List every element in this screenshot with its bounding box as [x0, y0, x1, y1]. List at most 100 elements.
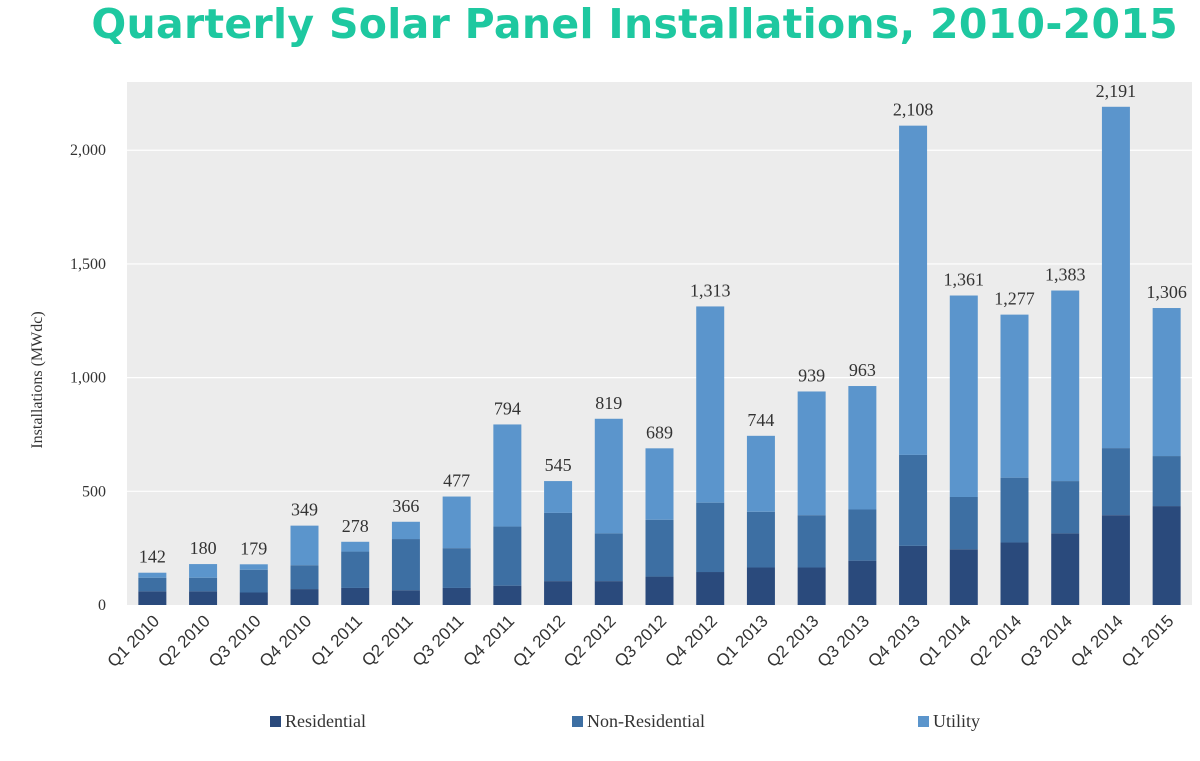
x-tick-label: Q1 2015: [1118, 611, 1178, 671]
bar-segment-residential: [645, 576, 674, 605]
bar-segment-non-residential: [1101, 448, 1130, 516]
bar-segment-non-residential: [1051, 481, 1080, 534]
y-axis-ticks: 0 500 1,000 1,500 2,000: [70, 142, 106, 614]
bar-segment-residential: [899, 545, 928, 605]
total-label: 1,361: [944, 270, 985, 290]
bar-segment-residential: [442, 587, 471, 605]
bar-segment-utility: [341, 541, 370, 552]
bar-segment-utility: [1051, 290, 1080, 482]
total-label: 2,108: [893, 100, 934, 120]
bar-segment-utility: [138, 572, 167, 578]
legend-label-residential: Residential: [285, 711, 366, 731]
bar-segment-residential: [239, 592, 268, 605]
x-tick-label: Q1 2013: [712, 611, 772, 671]
bar-segment-residential: [391, 590, 420, 605]
x-tick-label: Q3 2012: [611, 611, 671, 671]
bar-segment-non-residential: [797, 515, 826, 568]
x-tick-label: Q4 2014: [1067, 611, 1127, 671]
legend-swatch-non-residential: [572, 716, 583, 727]
bar-segment-utility: [1152, 308, 1181, 457]
bar-segment-residential: [696, 572, 725, 605]
bar-segment-residential: [949, 549, 978, 605]
x-tick-label: Q2 2010: [154, 611, 214, 671]
y-tick-label: 500: [82, 483, 106, 500]
bar-segment-residential: [1152, 506, 1181, 605]
bar-segment-residential: [493, 585, 522, 605]
bar-segment-non-residential: [645, 519, 674, 577]
bar-segment-non-residential: [391, 539, 420, 591]
bars: [138, 106, 1181, 605]
total-label: 939: [798, 365, 825, 385]
total-label: 349: [291, 500, 318, 520]
x-tick-label: Q3 2010: [205, 611, 265, 671]
legend-swatch-utility: [918, 716, 929, 727]
chart-title: Quarterly Solar Panel Installations, 201…: [91, 0, 1178, 48]
bar-segment-utility: [391, 521, 420, 540]
total-label: 794: [494, 398, 521, 418]
y-tick-label: 1,500: [70, 256, 106, 273]
x-tick-label: Q1 2011: [307, 611, 366, 670]
bar-segment-non-residential: [544, 512, 573, 582]
bar-segment-utility: [645, 448, 674, 520]
bar-segment-utility: [949, 295, 978, 497]
bar-segment-utility: [746, 435, 775, 512]
bar-segment-non-residential: [138, 577, 167, 592]
bar-segment-utility: [442, 496, 471, 549]
x-tick-label: Q1 2010: [104, 611, 164, 671]
bar-segment-non-residential: [848, 509, 877, 561]
bar-segment-utility: [848, 386, 877, 510]
bar-segment-residential: [138, 591, 167, 605]
x-tick-label: Q3 2014: [1016, 611, 1076, 671]
bar-segment-residential: [797, 567, 826, 605]
x-tick-label: Q2 2011: [358, 611, 417, 670]
bar-segment-utility: [899, 125, 928, 455]
bar-segment-non-residential: [239, 569, 268, 593]
total-label: 180: [190, 538, 217, 558]
x-tick-label: Q4 2010: [256, 611, 316, 671]
total-label: 963: [849, 360, 876, 380]
total-label: 689: [646, 422, 673, 442]
bar-segment-non-residential: [290, 565, 319, 590]
x-tick-label: Q4 2011: [460, 611, 519, 670]
bar-segment-non-residential: [1000, 477, 1029, 543]
total-label: 1,313: [690, 280, 731, 300]
bar-segment-non-residential: [594, 533, 623, 582]
total-label: 819: [595, 393, 622, 413]
x-tick-label: Q4 2013: [864, 611, 924, 671]
total-label: 1,383: [1045, 265, 1086, 285]
total-label: 1,277: [994, 289, 1035, 309]
bar-segment-utility: [1000, 314, 1029, 478]
legend-swatch-residential: [270, 716, 281, 727]
bar-segment-residential: [189, 591, 218, 605]
x-tick-label: Q1 2012: [509, 611, 569, 671]
total-label: 477: [443, 471, 470, 491]
bar-segment-utility: [544, 481, 573, 513]
bar-segment-residential: [290, 589, 319, 605]
total-label: 142: [139, 547, 166, 567]
bar-segment-non-residential: [189, 577, 218, 592]
total-label: 366: [392, 496, 419, 516]
x-tick-label: Q3 2011: [409, 611, 468, 670]
bar-segment-non-residential: [899, 454, 928, 546]
x-tick-label: Q3 2013: [814, 611, 874, 671]
bar-segment-residential: [594, 581, 623, 605]
legend-label-utility: Utility: [933, 711, 980, 731]
bar-segment-residential: [1101, 515, 1130, 605]
total-label: 545: [545, 455, 572, 475]
bar-segment-utility: [189, 564, 218, 578]
total-label: 179: [240, 538, 267, 558]
y-tick-label: 1,000: [70, 370, 106, 387]
bar-segment-non-residential: [493, 526, 522, 586]
bar-segment-residential: [746, 567, 775, 605]
x-tick-label: Q2 2013: [763, 611, 823, 671]
bar-segment-utility: [290, 525, 319, 566]
x-tick-label: Q2 2014: [966, 611, 1026, 671]
legend: Residential Non-Residential Utility: [270, 711, 980, 731]
bar-segment-residential: [1000, 542, 1029, 605]
bar-segment-residential: [341, 587, 370, 605]
bar-segment-utility: [493, 424, 522, 527]
bar-segment-non-residential: [696, 502, 725, 573]
y-axis-label: Installations (MWdc): [29, 311, 46, 448]
